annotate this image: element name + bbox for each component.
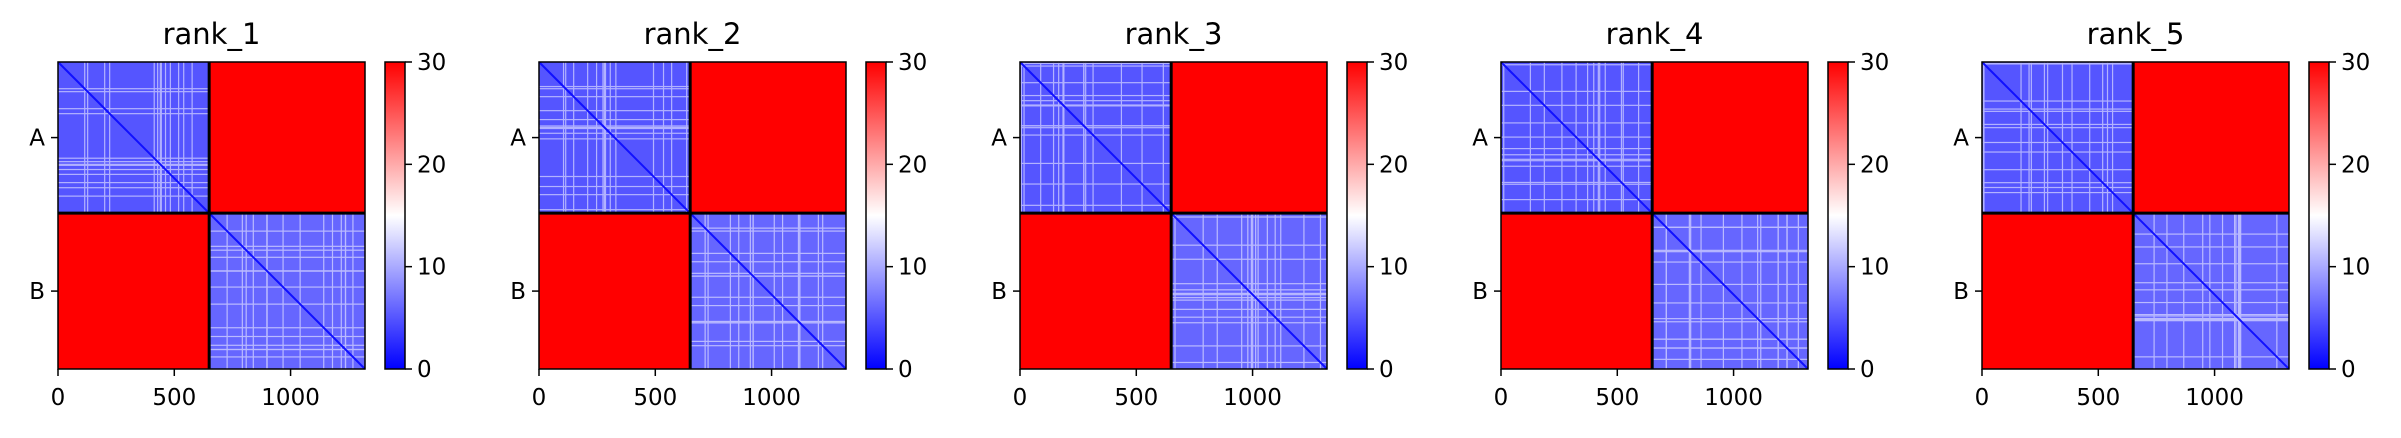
heatmap-panel-2: rank_2 0 500 1000 A B 0 10 20 30	[510, 17, 927, 411]
colorbar	[865, 61, 887, 370]
colorbar-tick-label: 10	[2341, 255, 2370, 281]
panel-title: rank_5	[2087, 17, 2185, 51]
y-tick-label: B	[1472, 279, 1488, 305]
x-tick-label: 0	[1494, 385, 1509, 411]
heatmap-diagonal	[538, 61, 847, 370]
colorbar	[384, 61, 406, 370]
x-tick-label: 0	[532, 385, 547, 411]
y-tick-label: B	[1953, 279, 1969, 305]
colorbar	[1827, 61, 1849, 370]
colorbar-tick-label: 10	[1860, 255, 1889, 281]
heatmap-region	[209, 62, 365, 214]
y-tick-label: B	[991, 279, 1007, 305]
plot-frame	[57, 61, 366, 370]
x-tick-label: 500	[1595, 385, 1639, 411]
heatmap-region	[58, 213, 210, 369]
colorbar-tick-label: 0	[1860, 357, 1875, 383]
colorbar-tick-label: 20	[1860, 152, 1889, 178]
heatmap-region	[1020, 213, 1172, 369]
heatmap-panel-3: rank_3 0 500 1000 A B 0 10 20 30	[991, 17, 1408, 411]
colorbar-tick-label: 30	[417, 50, 446, 76]
heatmap-region	[1501, 213, 1653, 369]
heatmap-panel-4: rank_4 0 500 1000 A B 0 10 20 30	[1472, 17, 1889, 411]
x-tick-label: 0	[51, 385, 66, 411]
panel-title: rank_2	[644, 17, 742, 51]
heatmap-texture	[539, 62, 846, 369]
colorbar-tick-label: 20	[2341, 152, 2370, 178]
y-tick-label: B	[510, 279, 526, 305]
panel-title: rank_1	[163, 17, 261, 51]
colorbar-tick-label: 30	[898, 50, 927, 76]
heatmap-texture	[58, 62, 365, 369]
y-tick-label: A	[510, 126, 526, 152]
heatmap-region	[2133, 62, 2289, 214]
x-tick-label: 1000	[1704, 385, 1763, 411]
plot-frame	[1500, 61, 1809, 370]
colorbar-tick-label: 20	[1379, 152, 1408, 178]
plot-frame	[1019, 61, 1328, 370]
heatmap-diagonal	[1500, 61, 1809, 370]
colorbar-tick-label: 30	[1379, 50, 1408, 76]
colorbar-tick-label: 30	[1860, 50, 1889, 76]
x-tick-label: 1000	[2185, 385, 2244, 411]
heatmap-texture	[1501, 62, 1808, 369]
x-tick-label: 1000	[742, 385, 801, 411]
heatmap-region	[539, 213, 691, 369]
colorbar-tick-label: 20	[898, 152, 927, 178]
heatmap-diagonal	[1019, 61, 1328, 370]
heatmap-region	[1652, 62, 1808, 214]
y-tick-label: A	[1472, 126, 1488, 152]
colorbar	[1346, 61, 1368, 370]
y-tick-label: B	[29, 279, 45, 305]
panel-title: rank_4	[1606, 17, 1704, 51]
colorbar-tick-label: 0	[898, 357, 913, 383]
colorbar-tick-label: 0	[2341, 357, 2356, 383]
colorbar-tick-label: 0	[417, 357, 432, 383]
plot-frame	[538, 61, 847, 370]
heatmap-panel-5: rank_5 0 500 1000 A B 0 10 20 30	[1953, 17, 2370, 411]
heatmap-diagonal	[1981, 61, 2290, 370]
colorbar-tick-label: 0	[1379, 357, 1394, 383]
y-tick-label: A	[29, 126, 45, 152]
heatmap-diagonal	[57, 61, 366, 370]
x-tick-label: 500	[2076, 385, 2120, 411]
x-tick-label: 0	[1975, 385, 1990, 411]
x-tick-label: 0	[1013, 385, 1028, 411]
heatmap-panel-1: rank_1 0 500 1000 A B 0 10 20 30	[29, 17, 446, 411]
plot-frame	[1981, 61, 2290, 370]
colorbar	[2308, 61, 2330, 370]
colorbar-tick-label: 30	[2341, 50, 2370, 76]
panel-title: rank_3	[1125, 17, 1223, 51]
colorbar-tick-label: 10	[1379, 255, 1408, 281]
colorbar-tick-label: 20	[417, 152, 446, 178]
heatmap-region	[1171, 62, 1327, 214]
y-tick-label: A	[991, 126, 1007, 152]
x-tick-label: 1000	[1223, 385, 1282, 411]
x-tick-label: 500	[152, 385, 196, 411]
colorbar-tick-label: 10	[898, 255, 927, 281]
x-tick-label: 500	[1114, 385, 1158, 411]
heatmap-region	[1982, 213, 2134, 369]
heatmap-region	[690, 62, 846, 214]
x-tick-label: 1000	[261, 385, 320, 411]
colorbar-tick-label: 10	[417, 255, 446, 281]
y-tick-label: A	[1953, 126, 1969, 152]
x-tick-label: 500	[633, 385, 677, 411]
